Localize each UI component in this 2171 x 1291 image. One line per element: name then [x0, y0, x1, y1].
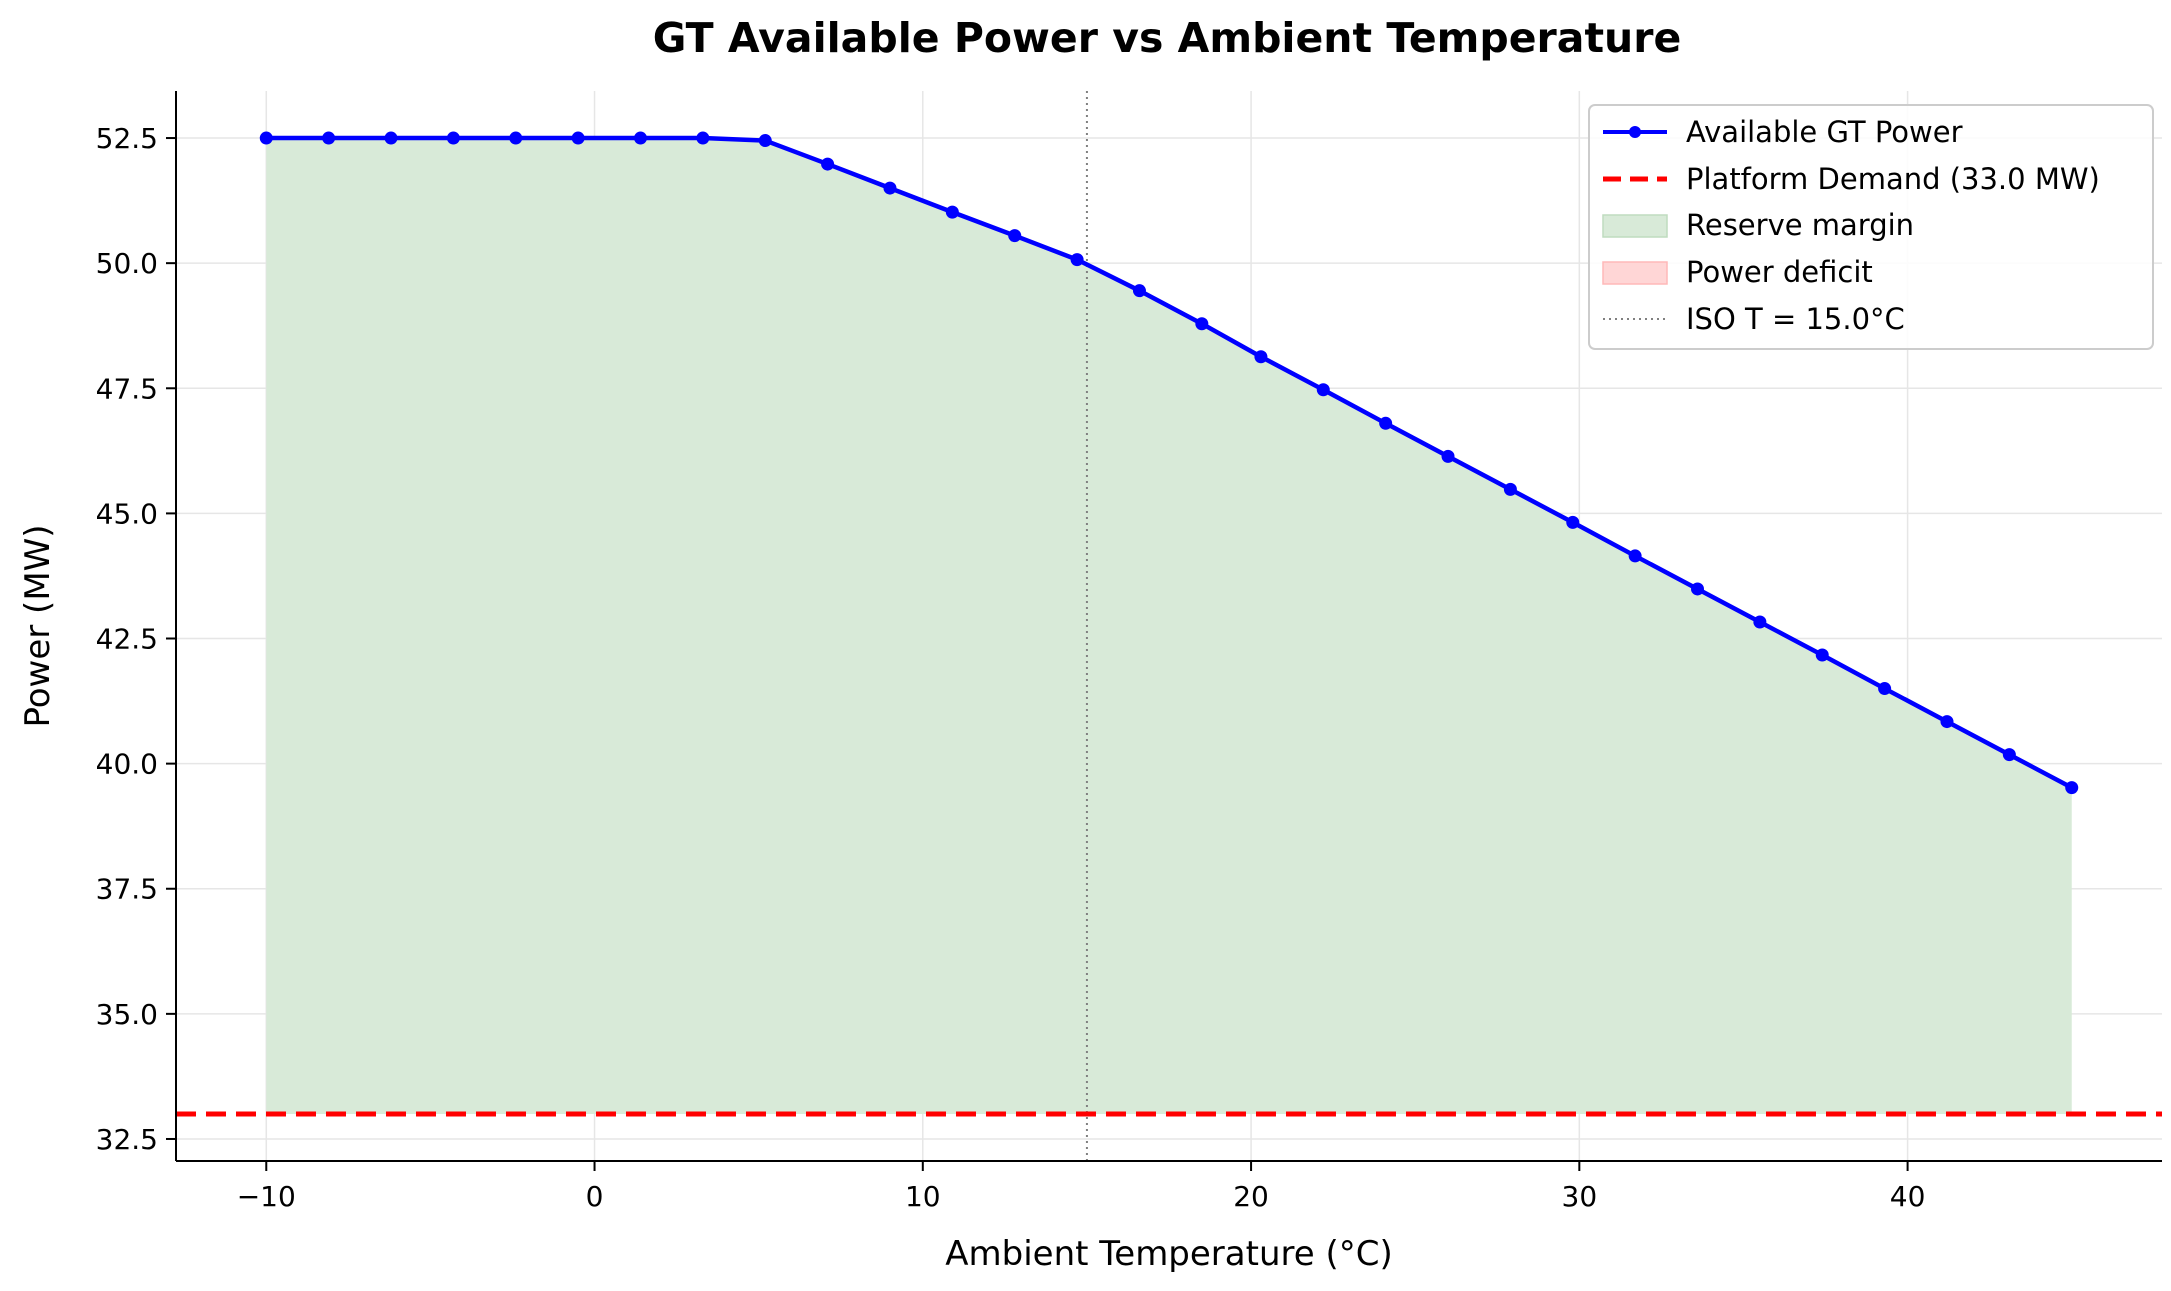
reserve-margin-area [266, 138, 2072, 1114]
y-tick-label: 52.5 [96, 122, 158, 155]
power-data-point [1566, 515, 1580, 529]
power-data-point [2065, 781, 2079, 795]
legend-box [1588, 104, 2154, 350]
legend-swatch-deficit [1602, 261, 1668, 285]
y-tick-label: 37.5 [96, 873, 158, 906]
power-data-point [1008, 229, 1022, 243]
power-data-point [1132, 284, 1146, 298]
x-tick-label: −10 [237, 1180, 296, 1213]
power-data-point [1070, 253, 1084, 267]
legend-label-deficit: Power deficit [1686, 255, 1873, 289]
legend: Available GT Power Platform Demand (33.0… [1588, 104, 2154, 350]
legend-label-demand: Platform Demand (33.0 MW) [1686, 162, 2100, 196]
legend-label-power: Available GT Power [1686, 115, 1963, 149]
power-data-point [1691, 582, 1705, 596]
legend-label-iso: ISO T = 15.0°C [1686, 302, 1905, 336]
power-data-point [2002, 748, 2016, 762]
y-axis-label: Power (MW) [18, 524, 58, 727]
y-tick-label: 45.0 [96, 497, 158, 530]
power-data-point [883, 181, 897, 195]
power-data-point [696, 131, 710, 145]
power-data-point [945, 205, 959, 219]
power-series-line [266, 135, 2073, 790]
x-tick-label: 0 [586, 1180, 604, 1213]
power-data-point [259, 131, 273, 145]
power-data-point [1940, 715, 1954, 729]
reserve-margin-area-group [266, 138, 2072, 1114]
y-ticks: 32.5 35.0 37.5 40.0 42.5 45.0 47.5 50.0 52.5 [96, 122, 176, 1156]
x-ticks: −10 0 10 20 30 40 [237, 1161, 1926, 1213]
power-data-point [322, 131, 336, 145]
power-data-point [821, 157, 835, 171]
power-data-point [1441, 449, 1455, 463]
y-tick-label: 40.0 [96, 748, 158, 781]
x-tick-label: 40 [1890, 1180, 1926, 1213]
legend-swatch-power-marker [1629, 126, 1641, 138]
power-data-point [1316, 383, 1330, 397]
power-data-point [446, 131, 460, 145]
x-tick-label: 10 [905, 1180, 941, 1213]
axes [175, 91, 2162, 1162]
power-data-point [633, 131, 647, 145]
power-data-point [384, 131, 398, 145]
power-data-point [758, 134, 772, 148]
power-data-point [1815, 648, 1829, 662]
power-data-point [509, 131, 523, 145]
x-axis-label: Ambient Temperature (°C) [945, 1234, 1392, 1274]
legend-swatch-reserve [1602, 214, 1668, 238]
power-data-point [1628, 549, 1642, 563]
y-tick-label: 32.5 [96, 1123, 158, 1156]
legend-label-reserve: Reserve margin [1686, 208, 1914, 242]
power-data-point [1878, 682, 1892, 696]
y-tick-label: 50.0 [96, 247, 158, 280]
y-tick-label: 42.5 [96, 623, 158, 656]
power-data-point [1503, 482, 1517, 496]
y-tick-label: 47.5 [96, 372, 158, 405]
power-series-group [259, 131, 2079, 795]
power-data-point [1753, 615, 1767, 629]
x-tick-label: 20 [1233, 1180, 1269, 1213]
power-data-point [1379, 416, 1393, 430]
chart-title: GT Available Power vs Ambient Temperatur… [653, 14, 1682, 62]
x-tick-label: 30 [1562, 1180, 1598, 1213]
power-data-point [1254, 350, 1268, 364]
power-data-point [1195, 317, 1209, 331]
y-tick-label: 35.0 [96, 998, 158, 1031]
power-data-point [571, 131, 585, 145]
